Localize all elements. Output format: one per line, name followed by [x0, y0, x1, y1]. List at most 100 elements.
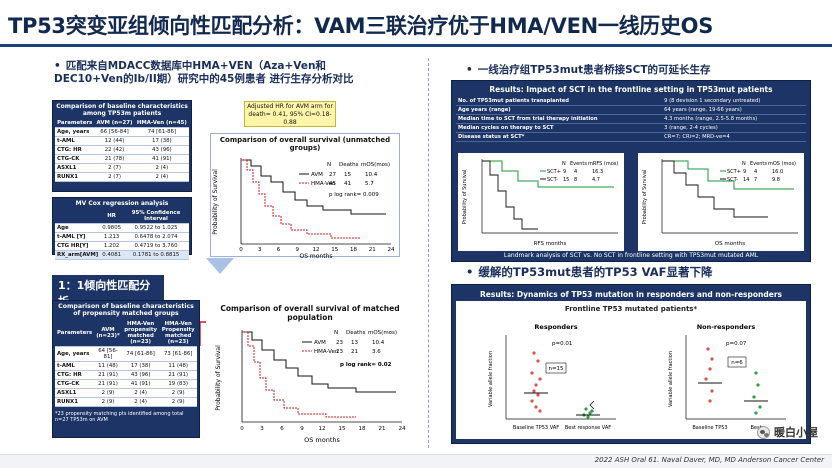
baseline-table-title: Comparison of baseline characteristics a…: [56, 103, 188, 117]
svg-text:AVM: AVM: [314, 340, 326, 346]
svg-text:SCT+: SCT+: [547, 169, 561, 175]
table-row: Median cycles on therapy to SCT 3 (range,…: [456, 123, 806, 133]
svg-text:14: 14: [743, 177, 749, 183]
km-unmatched-ylabel: Probability of Survival: [212, 169, 219, 235]
svg-text:9: 9: [300, 426, 304, 432]
svg-text:3: 3: [260, 426, 264, 432]
svg-text:5.7: 5.7: [365, 181, 374, 187]
km-unmatched-chart: Probability of Survival OS months 0 3 6 9 1…: [212, 158, 395, 260]
svg-text:Events: Events: [570, 161, 587, 167]
right-bullet-1: 一线治疗组TP53mut患者桥接SCT的可延长生存: [466, 64, 806, 77]
mv-cox-title: MV Cox regression analysis: [75, 200, 169, 207]
matched-table-title: Comparison of baseline characteristics o…: [58, 303, 194, 317]
svg-text:N: N: [327, 162, 331, 168]
col-header: Parameters: [55, 119, 95, 128]
sct-rfs-chart: Probability of Survival RFS months N Even…: [462, 159, 618, 247]
svg-text:10.4: 10.4: [372, 340, 385, 346]
sct-caption: Landmark analysis of SCT vs. No SCT in f…: [503, 252, 759, 259]
svg-text:SCT+: SCT+: [727, 169, 741, 175]
sct-os-card: Probability of Survival OS months N Event…: [638, 153, 804, 251]
sct-panel-title: Results: Impact of SCT in the frontline …: [489, 85, 773, 94]
table-row: ASXL1 2 (7) 2 (4): [55, 163, 189, 173]
nonresponders-label: Non-responders: [697, 323, 756, 331]
km-matched-xlabel: OS months: [304, 436, 340, 444]
svg-text:mRFS (mos): mRFS (mos): [588, 161, 618, 167]
svg-text:15: 15: [563, 177, 569, 183]
svg-text:HMA-Ven: HMA-Ven: [314, 349, 339, 355]
rfs-sct-plus-curve: [482, 160, 614, 188]
col-header: HMA-Ven (n=45): [134, 119, 189, 128]
svg-text:Probability of Survival: Probability of Survival: [642, 170, 648, 225]
svg-text:9: 9: [563, 169, 566, 175]
sct-os-chart: Probability of Survival OS months N Event…: [642, 159, 798, 247]
km-unmatched-card: Comparison of overall survival (unmatche…: [210, 133, 400, 260]
svg-text:Events: Events: [750, 161, 767, 167]
mv-cox-panel: MV Cox regression analysis HR 95% Confide…: [52, 197, 192, 260]
svg-text:41: 41: [344, 181, 351, 187]
km-matched-title: Comparison of overall survival of matche…: [220, 304, 400, 322]
svg-text:Best response VAF: Best response VAF: [565, 425, 611, 431]
km-matched-card: Comparison of overall survival of matche…: [206, 302, 414, 444]
wechat-icon: [757, 425, 770, 439]
table-row: RUNX1 2 (7) 2 (4): [55, 172, 189, 182]
rfs-xlabel: RFS months: [534, 241, 567, 247]
svg-text:9.8: 9.8: [772, 177, 780, 183]
table-row: Disease status at SCT* CR=7; CRi=2; MRD-v…: [456, 132, 806, 142]
watermark-text: 暖白小屋: [774, 426, 818, 439]
svg-text:15: 15: [344, 172, 351, 178]
nonresponders-best-dots: [752, 371, 762, 415]
svg-text:6: 6: [277, 247, 281, 253]
vaf-panel-title: Results: Dynamics of TP53 mutation in re…: [480, 290, 782, 299]
baseline-table-panel: Comparison of baseline characteristics a…: [52, 100, 192, 192]
vaf-chart: Responders Variable allele fraction Base…: [488, 323, 786, 431]
svg-text:23: 23: [336, 340, 343, 346]
nonresponders-baseline-dots: [704, 347, 714, 403]
svg-text:N: N: [562, 161, 566, 167]
mv-cox-card: HR 95% Confidence Interval Age 0.9805 0.952…: [55, 209, 189, 260]
table-row: CTG-CK 21 (78) 41 (91): [55, 154, 189, 164]
sct-panel: Results: Impact of SCT in the frontline …: [451, 80, 811, 262]
table-row: Age 0.9805 0.9522 to 1.025: [55, 223, 189, 233]
svg-text:SCT-: SCT-: [547, 177, 558, 183]
svg-text:24: 24: [388, 247, 395, 253]
svg-text:Baseline TP53 VAF: Baseline TP53 VAF: [513, 425, 559, 431]
svg-text:3.6: 3.6: [372, 349, 381, 355]
table-row: RUNX1 2 (9) 2 (4) 2 (9): [55, 397, 197, 407]
table-row: Age, years 66 [56-84] 74 [61-86]: [55, 127, 189, 137]
svg-text:45: 45: [329, 181, 336, 187]
svg-text:13: 13: [351, 340, 358, 346]
table-row: CTG-CK 21 (91) 41 (91) 19 (83): [55, 379, 197, 389]
table-row: RX_arm[AVM] 0.4081 0.1781 to 0.8815: [55, 250, 189, 260]
vaf-panel: Results: Dynamics of TP53 mutation in re…: [451, 284, 811, 444]
km-matched-chart: Probability of Survival OS months 0 3 6 9 1…: [215, 330, 406, 444]
slide-footer: 2022 ASH Oral 61. Naval Daver, MD, MD An…: [594, 456, 824, 464]
sct-info-table: No. of TP53mut patients transplanted 9 (8…: [456, 97, 806, 142]
responders-baseline-dots: [530, 351, 542, 413]
svg-text:21: 21: [351, 349, 358, 355]
nonresponders-n: n=6: [731, 360, 743, 366]
title-rule: [0, 44, 832, 47]
svg-text:Best: Best: [750, 425, 761, 431]
table-row: CTG HR[Y] 1.202 0.4719 to 3.760: [55, 241, 189, 251]
svg-text:6: 6: [280, 426, 284, 432]
hr-highlight-box: Adjusted HR for AVM arm for death= 0.41,…: [244, 101, 336, 127]
svg-text:3: 3: [258, 247, 262, 253]
sct-rfs-card: Probability of Survival RFS months N Even…: [458, 153, 624, 251]
mv-cox-table: HR 95% Confidence Interval Age 0.9805 0.952…: [55, 209, 189, 260]
bottom-bar: [0, 454, 832, 468]
svg-text:12: 12: [319, 426, 326, 432]
svg-text:8: 8: [574, 177, 577, 183]
svg-text:Variable allele fraction: Variable allele fraction: [668, 351, 674, 407]
km-unmatched-xlabel: OS months: [299, 253, 332, 260]
table-row: t-AML 12 (44) 17 (38): [55, 136, 189, 146]
table-row: CTG: HR 22 (42) 43 (96): [55, 145, 189, 155]
nonresponders-pvalue: p=0.07: [726, 341, 747, 347]
svg-text:Probability of Survival: Probability of Survival: [462, 170, 468, 225]
os-xlabel: OS months: [715, 241, 745, 247]
baseline-table-card: Parameters AVM (n=27) HMA-Ven (n=45) Age, …: [55, 119, 189, 182]
svg-text:HMA-Ven: HMA-Ven: [311, 181, 336, 187]
table-row: No. of TP53mut patients transplanted 9 (8…: [456, 97, 806, 106]
matched-table: Parameters AVM (n=23)* HMA-Ven propensity …: [55, 320, 197, 407]
table-row: t-AML [Y] 1.213 0.6478 to 2.074: [55, 232, 189, 242]
svg-text:18: 18: [350, 247, 357, 253]
